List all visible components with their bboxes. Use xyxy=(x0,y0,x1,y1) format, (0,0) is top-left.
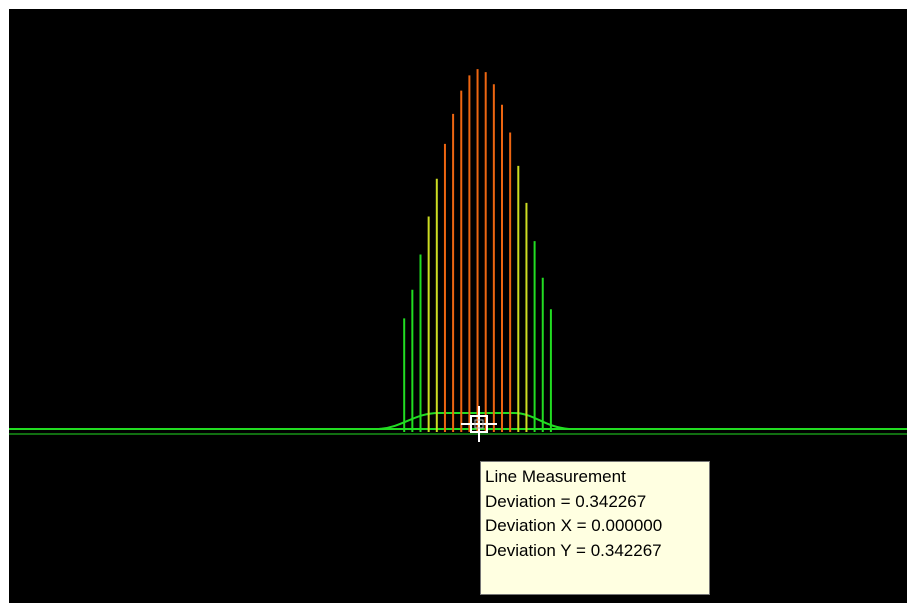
measurement-viewport[interactable]: Line Measurement Deviation = 0.342267 De… xyxy=(9,9,907,603)
deviation-bump-curve xyxy=(378,412,570,430)
deviation-value: Deviation = 0.342267 xyxy=(485,491,647,511)
tooltip-title: Line Measurement xyxy=(485,467,626,486)
deviation-y-value: Deviation Y = 0.342267 xyxy=(485,540,662,560)
deviation-x-value: Deviation X = 0.000000 xyxy=(485,516,663,535)
line-measurement-tooltip: Line Measurement Deviation = 0.342267 De… xyxy=(480,461,710,595)
deviation-plot xyxy=(9,69,907,435)
